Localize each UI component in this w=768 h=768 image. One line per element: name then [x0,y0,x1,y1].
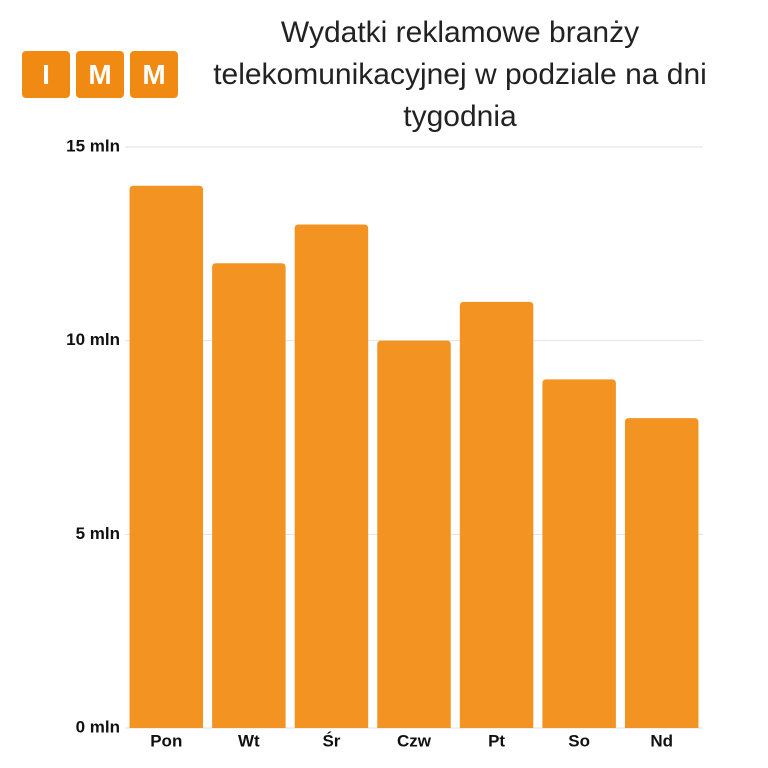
bar [542,379,616,728]
chart-title: Wydatki reklamowe branży telekomunikacyj… [213,16,707,133]
x-tick-label: Nd [650,731,673,750]
bar [212,263,286,728]
bar [129,185,204,728]
bar [377,340,451,728]
x-tick-label: Czw [397,731,432,750]
logo-letter: M [130,51,178,98]
logo-letter: I [22,51,70,98]
logo-letter: M [76,51,124,98]
y-tick-label: 10 mln [66,330,120,349]
x-tick-label: Pon [150,731,182,750]
y-tick-label: 15 mln [66,136,120,155]
x-tick-label: Śr [322,731,340,750]
x-tick-label: Pt [488,731,505,750]
bar [459,301,534,728]
x-tick-label: Wt [238,731,260,750]
y-tick-label: 5 mln [76,524,120,543]
logo: I M M [22,51,178,98]
y-tick-label: 0 mln [76,717,120,736]
x-tick-label: So [568,731,590,750]
bar [624,418,699,728]
bar [294,224,369,728]
